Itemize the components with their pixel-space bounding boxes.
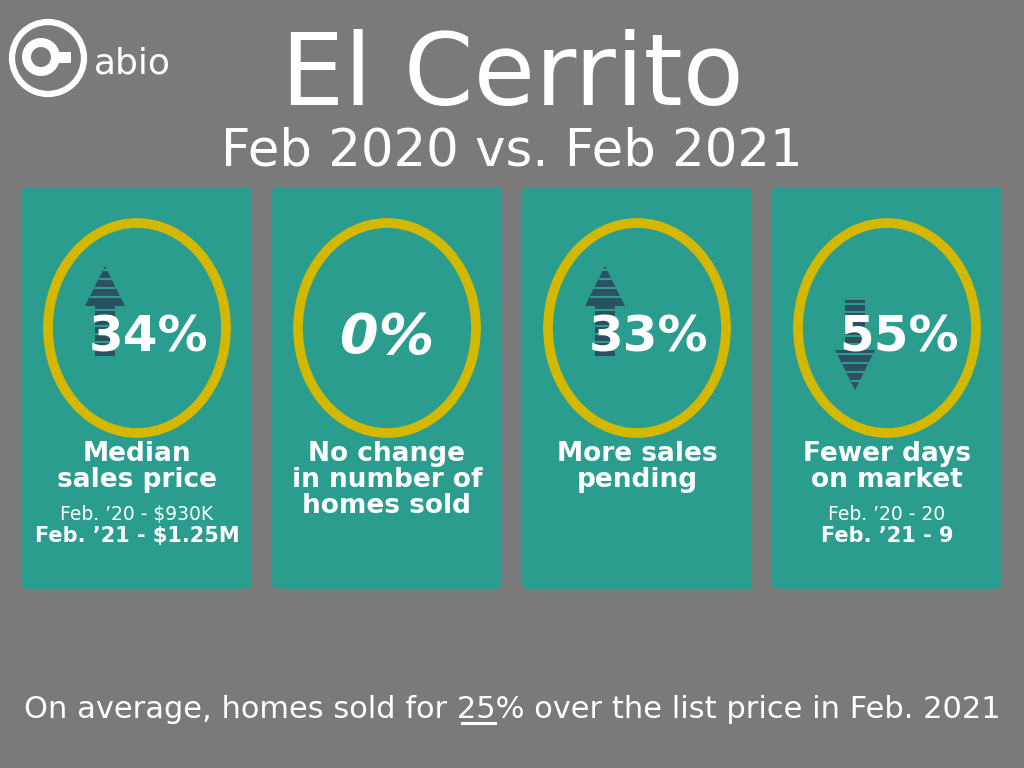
Text: 33%: 33% bbox=[589, 314, 709, 362]
Text: on market: on market bbox=[811, 467, 963, 493]
FancyBboxPatch shape bbox=[95, 306, 115, 356]
Circle shape bbox=[22, 38, 60, 76]
Polygon shape bbox=[585, 266, 625, 306]
Text: Feb. ’20 - 20: Feb. ’20 - 20 bbox=[828, 505, 945, 524]
Text: in number of: in number of bbox=[292, 467, 482, 493]
Text: abio: abio bbox=[94, 46, 171, 80]
Text: El Cerrito: El Cerrito bbox=[281, 29, 743, 127]
Text: Feb. ’21 - $1.25M: Feb. ’21 - $1.25M bbox=[35, 526, 240, 546]
Text: 0%: 0% bbox=[340, 311, 434, 365]
Text: sales price: sales price bbox=[57, 467, 217, 493]
FancyBboxPatch shape bbox=[595, 306, 615, 356]
Text: Feb. ’21 - 9: Feb. ’21 - 9 bbox=[821, 526, 953, 546]
Text: Median: Median bbox=[83, 442, 191, 467]
Text: pending: pending bbox=[577, 467, 697, 493]
Text: Feb. ’20 - $930K: Feb. ’20 - $930K bbox=[60, 505, 214, 524]
Polygon shape bbox=[85, 266, 125, 306]
Polygon shape bbox=[835, 350, 874, 390]
Text: More sales: More sales bbox=[557, 442, 718, 467]
FancyBboxPatch shape bbox=[772, 187, 1002, 589]
Text: 34%: 34% bbox=[89, 314, 209, 362]
FancyBboxPatch shape bbox=[522, 187, 752, 589]
FancyBboxPatch shape bbox=[59, 52, 71, 63]
Circle shape bbox=[31, 47, 51, 67]
Text: No change: No change bbox=[308, 442, 466, 467]
FancyBboxPatch shape bbox=[272, 187, 502, 589]
Text: Feb 2020 vs. Feb 2021: Feb 2020 vs. Feb 2021 bbox=[221, 127, 803, 177]
FancyBboxPatch shape bbox=[22, 187, 252, 589]
Text: Fewer days: Fewer days bbox=[803, 442, 971, 467]
Text: On average, homes sold for 25% over the list price in Feb. 2021: On average, homes sold for 25% over the … bbox=[24, 696, 1000, 724]
Text: 55%: 55% bbox=[840, 314, 958, 362]
Text: homes sold: homes sold bbox=[302, 493, 471, 519]
FancyBboxPatch shape bbox=[845, 300, 865, 350]
